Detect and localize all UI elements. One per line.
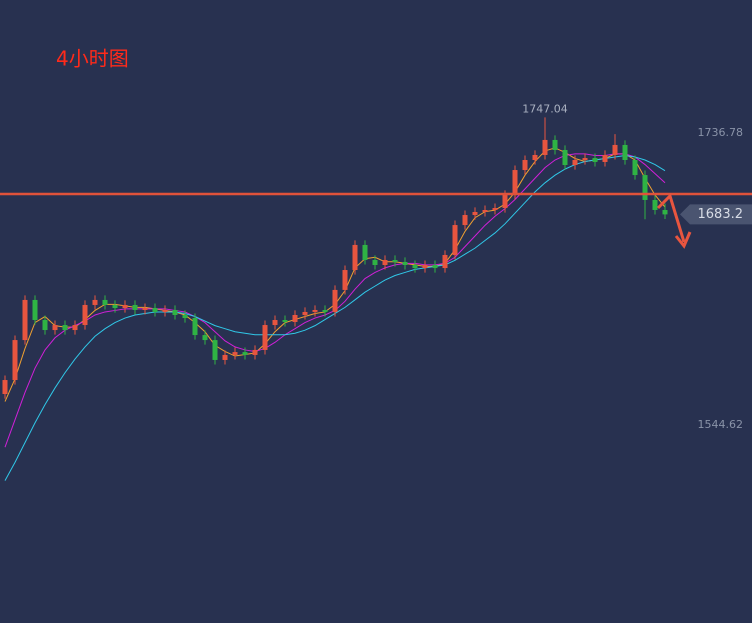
y-tick-label: 1544.62	[698, 418, 744, 431]
candle-body	[132, 304, 138, 310]
candle-body	[542, 139, 548, 155]
candle-body	[382, 259, 388, 266]
candle-body	[142, 308, 148, 310]
candle-body	[512, 170, 518, 195]
candle-body	[602, 154, 608, 162]
candle-body	[632, 160, 638, 176]
candle-body	[472, 211, 478, 216]
candle-body	[52, 325, 58, 331]
candle-body	[352, 244, 358, 271]
candle-body	[642, 175, 648, 200]
candle-body	[302, 311, 308, 315]
candle-body	[2, 380, 8, 395]
max-label: 1747.04	[522, 102, 568, 115]
candle-body	[82, 304, 88, 326]
candle-body	[372, 259, 378, 266]
candle-body	[492, 208, 498, 210]
price-tag	[680, 204, 752, 225]
candle-body	[362, 244, 368, 260]
candle-body	[462, 215, 468, 226]
chart-title: 4小时图	[56, 47, 129, 71]
candle-body	[252, 349, 258, 355]
candle-body	[12, 340, 18, 381]
candle-body	[652, 199, 658, 210]
candle-body	[412, 265, 418, 269]
candle-body	[292, 314, 298, 322]
candle-body	[532, 154, 538, 161]
candle-body	[442, 254, 448, 269]
candle-body	[592, 158, 598, 162]
candle-body	[332, 289, 338, 312]
candle-body	[122, 304, 128, 309]
candle-body	[232, 352, 238, 355]
candle-body	[432, 265, 438, 269]
candle-body	[152, 308, 158, 312]
candle-body	[262, 325, 268, 350]
candle-body	[662, 209, 668, 215]
candle-body	[162, 309, 168, 312]
candle-body	[22, 299, 28, 341]
candle-body	[422, 265, 428, 269]
candle-body	[612, 144, 618, 155]
candle-body	[552, 139, 558, 150]
arrow	[656, 193, 686, 243]
candle-body	[282, 320, 288, 322]
candle-body	[452, 225, 458, 255]
candle-body	[482, 209, 488, 212]
candle-body	[222, 354, 228, 360]
candle-body	[402, 261, 408, 266]
price-tag-label: 1683.2	[698, 207, 744, 222]
candle-body	[312, 309, 318, 312]
candle-body	[322, 309, 328, 312]
candle-body	[212, 340, 218, 360]
candle-body	[392, 259, 398, 262]
candle-body	[182, 314, 188, 319]
candle-body	[32, 299, 38, 321]
candle-body	[572, 160, 578, 166]
plot-area: 1736.78 1544.62 1747.04 1683.2	[0, 102, 752, 481]
candle-body	[72, 325, 78, 331]
candle-body	[202, 335, 208, 341]
arrow-head	[674, 231, 692, 249]
candle-body	[102, 299, 108, 305]
candle-body	[502, 194, 508, 209]
candle-body	[622, 144, 628, 161]
candle-body	[172, 309, 178, 315]
candle-body	[92, 299, 98, 305]
y-tick-label: 1736.78	[698, 126, 744, 139]
candle-body	[562, 149, 568, 166]
candle-body	[272, 320, 278, 326]
candle-body	[192, 318, 198, 336]
candle-body	[342, 270, 348, 290]
candle-body	[112, 304, 118, 309]
candle-body	[242, 352, 248, 355]
candle-body	[582, 158, 588, 161]
candle-body	[42, 320, 48, 331]
candle-body	[522, 160, 528, 171]
candle-body	[62, 325, 68, 331]
